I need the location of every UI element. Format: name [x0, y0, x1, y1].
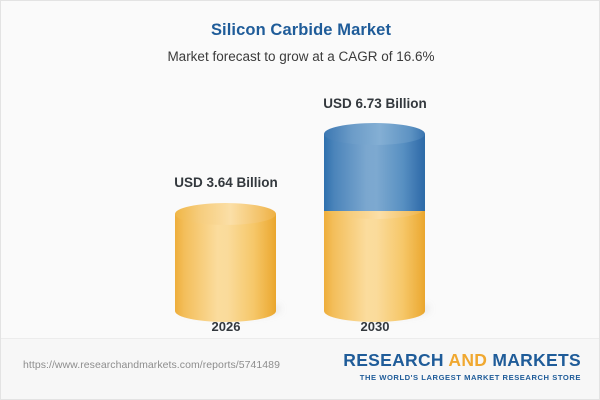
- report-url-link[interactable]: https://www.researchandmarkets.com/repor…: [23, 359, 280, 371]
- chart-subtitle: Market forecast to grow at a CAGR of 16.…: [167, 49, 435, 64]
- brand-logo[interactable]: RESEARCH AND MARKETS THE WORLD'S LARGEST…: [343, 350, 581, 382]
- bar-2030-blue-top-cap: [324, 123, 425, 145]
- chart-header: Silicon Carbide Market Market forecast t…: [1, 1, 599, 64]
- footer-bar: https://www.researchandmarkets.com/repor…: [1, 338, 599, 399]
- bar-2030-segment-gold: [324, 197, 425, 322]
- data-label-2030: USD 6.73 Billion: [323, 96, 427, 111]
- data-label-2026: USD 3.64 Billion: [174, 175, 278, 190]
- category-label-2030: 2030: [360, 319, 390, 334]
- brand-logo-tagline: THE WORLD'S LARGEST MARKET RESEARCH STOR…: [359, 373, 581, 382]
- chart-plot-area: USD 3.64 Billion 2026 USD 6.73 Billion: [1, 1, 599, 341]
- bar-2026-body: [175, 214, 276, 311]
- bar-2026-top-cap: [175, 203, 276, 225]
- bar-2030-gold-body: [324, 208, 425, 311]
- brand-logo-wordmark: RESEARCH AND MARKETS: [343, 350, 581, 371]
- page-title: Silicon Carbide Market: [210, 21, 392, 39]
- bar-2026: [175, 203, 276, 322]
- bar-2030-blue-body: [324, 134, 425, 211]
- brand-logo-research: RESEARCH: [343, 350, 449, 370]
- category-label-2026: 2026: [211, 319, 241, 334]
- brand-logo-markets: MARKETS: [487, 350, 581, 370]
- brand-logo-and: AND: [448, 350, 488, 370]
- bar-2030-segment-blue: [324, 123, 425, 211]
